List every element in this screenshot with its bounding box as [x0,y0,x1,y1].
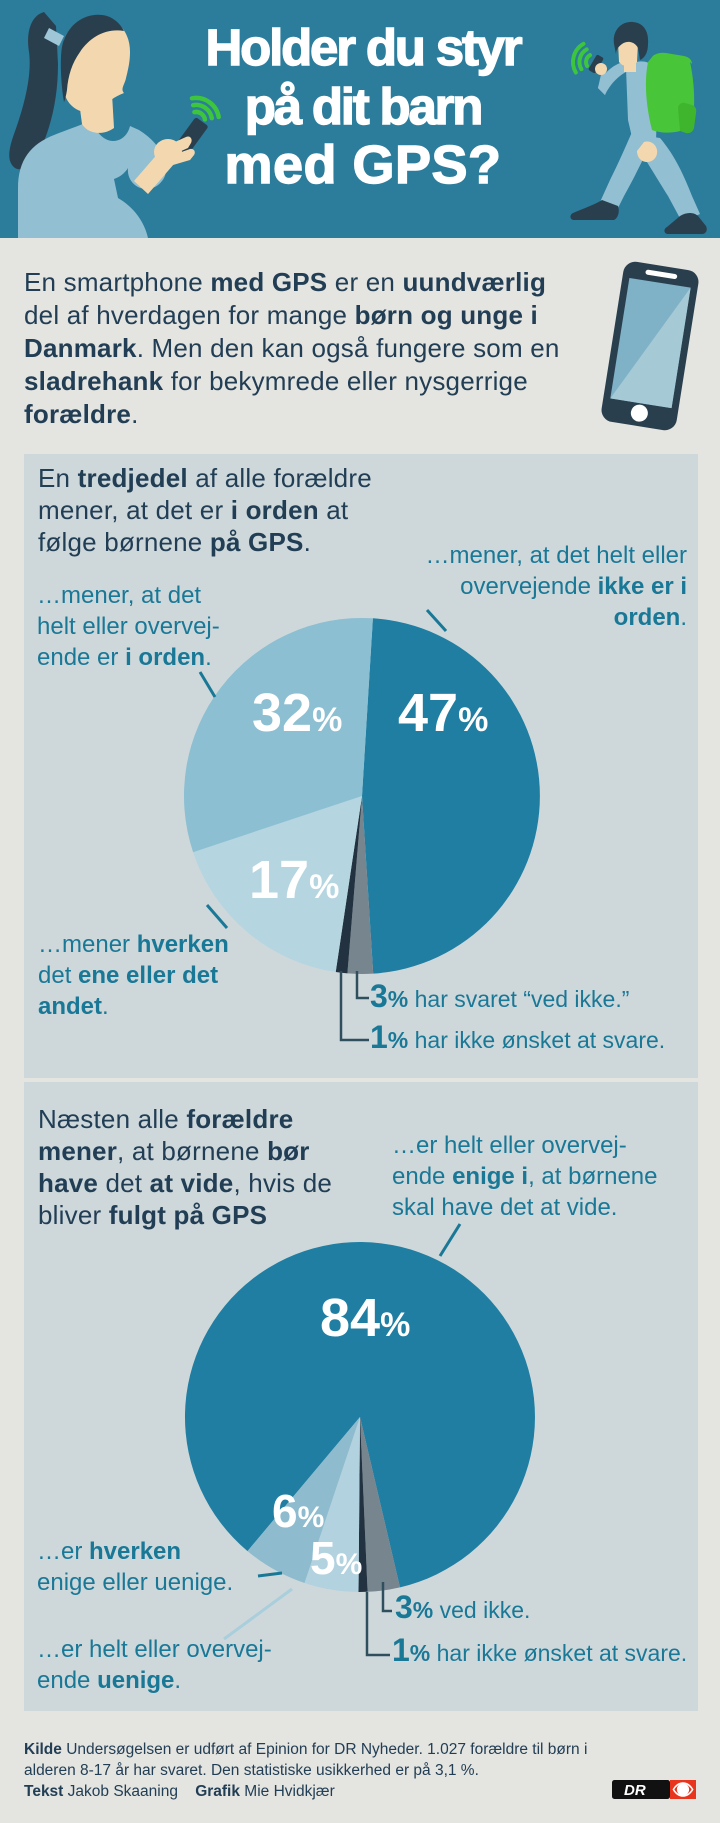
svg-text:DR: DR [624,1782,646,1799]
